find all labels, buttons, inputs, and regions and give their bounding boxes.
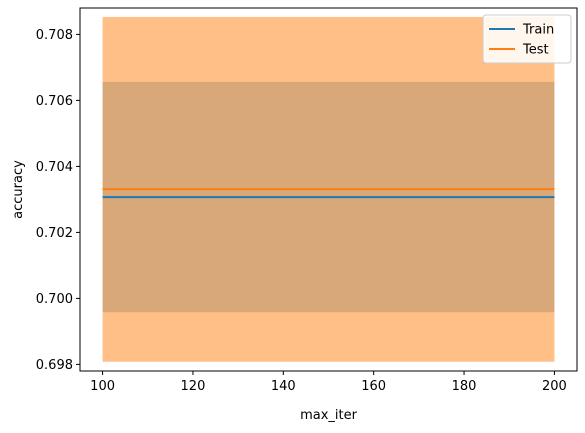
x-tick-label: 180 xyxy=(452,379,477,394)
legend-label-train: Train xyxy=(522,23,554,38)
x-tick-label: 200 xyxy=(542,379,567,394)
x-axis-ticks: 100 120 140 160 180 200 xyxy=(90,371,567,394)
y-tick-label: 0.708 xyxy=(36,28,73,43)
x-tick-label: 160 xyxy=(361,379,386,394)
y-tick-label: 0.698 xyxy=(36,358,73,373)
x-tick-label: 100 xyxy=(90,379,115,394)
x-axis-label: max_iter xyxy=(300,408,358,423)
y-axis-ticks: 0.698 0.700 0.702 0.704 0.706 0.708 xyxy=(36,28,80,373)
legend: Train Test xyxy=(483,15,571,63)
y-tick-label: 0.702 xyxy=(36,226,73,241)
y-tick-label: 0.706 xyxy=(36,94,73,109)
y-tick-label: 0.704 xyxy=(36,160,73,175)
y-axis-label: accuracy xyxy=(11,160,26,219)
x-tick-label: 140 xyxy=(271,379,296,394)
y-tick-label: 0.700 xyxy=(36,292,73,307)
legend-label-test: Test xyxy=(522,43,549,58)
x-tick-label: 120 xyxy=(181,379,206,394)
